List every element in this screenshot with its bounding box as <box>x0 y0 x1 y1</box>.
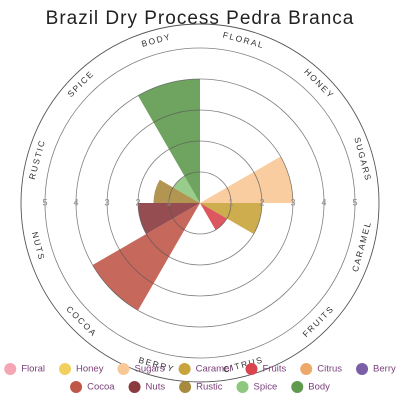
legend-label: Berry <box>373 364 396 375</box>
tick-label: 1 <box>166 197 171 207</box>
grid-ring <box>106 109 294 297</box>
legend-swatch <box>59 363 72 375</box>
grid-ring <box>137 140 263 266</box>
chart-title: Brazil Dry Process Pedra Branca <box>46 8 355 29</box>
legend-label: Citrus <box>317 364 342 375</box>
category-label: Honey <box>302 67 336 101</box>
wedge <box>92 203 200 311</box>
tick-label: 4 <box>73 197 78 207</box>
category-label: Fruits <box>300 303 336 339</box>
legend-swatch <box>300 363 313 375</box>
legend-label: Caramel <box>196 364 232 375</box>
legend-swatch <box>70 381 83 393</box>
legend-label: Floral <box>21 364 45 375</box>
wedge <box>200 156 293 203</box>
legend-swatch <box>179 381 192 393</box>
category-label: Body <box>140 31 172 49</box>
legend-label: Fruits <box>262 364 286 375</box>
tick-label: 4 <box>321 197 326 207</box>
category-label: Cocoa <box>64 304 99 339</box>
legend-swatch <box>236 381 249 393</box>
legend-label: Honey <box>76 364 104 375</box>
category-label: Caramel <box>350 220 373 273</box>
legend-label: Cocoa <box>87 382 115 393</box>
grid-ring <box>75 78 325 328</box>
outer-ring <box>20 23 380 383</box>
legend-label: Sugars <box>134 364 164 375</box>
category-label: Nuts <box>30 231 47 262</box>
category-label: Rustic <box>27 138 47 180</box>
tick-label: 1 <box>228 197 233 207</box>
tick-label: 3 <box>104 197 109 207</box>
tick-label: 5 <box>42 197 47 207</box>
legend-label: Spice <box>254 382 278 393</box>
tick-label: 2 <box>135 197 140 207</box>
legend-row: Cocoa Nuts Rustic Spice Body <box>70 381 330 393</box>
legend-swatch <box>291 381 304 393</box>
category-label: Spice <box>65 68 96 99</box>
category-label: Floral <box>222 30 266 51</box>
tick-label: 3 <box>290 197 295 207</box>
legend-label: Rustic <box>196 382 223 393</box>
legend-swatch <box>356 363 369 375</box>
legend-swatch <box>4 363 17 375</box>
wedge <box>153 179 200 203</box>
wedge <box>138 203 200 234</box>
grid-ring <box>44 47 356 359</box>
legend-swatch <box>128 381 141 393</box>
legend-row: Floral Honey Sugars Caramel Fruits Citrus Berr… <box>4 363 396 375</box>
legend-swatch <box>117 363 130 375</box>
legend-swatch <box>178 363 191 375</box>
legend-label: Body <box>308 382 330 393</box>
wedge <box>138 79 200 203</box>
wedge <box>200 203 227 230</box>
tick-label: 2 <box>259 197 264 207</box>
tick-label: 5 <box>352 197 357 207</box>
wedge <box>173 176 200 203</box>
legend-swatch <box>245 363 258 375</box>
wedge <box>200 203 262 234</box>
legend-label: Nuts <box>146 382 166 393</box>
category-label: Sugars <box>352 136 373 183</box>
grid-ring <box>168 171 232 235</box>
